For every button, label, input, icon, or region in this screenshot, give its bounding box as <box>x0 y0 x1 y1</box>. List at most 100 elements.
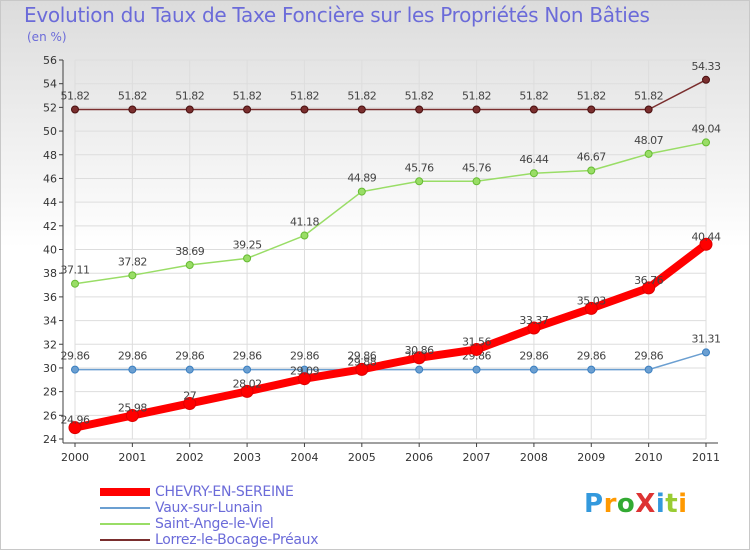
data-label: 39.25 <box>233 238 262 251</box>
data-point <box>240 384 254 398</box>
legend-swatch <box>100 507 150 509</box>
x-tick-label: 2005 <box>348 451 376 464</box>
data-label: 28.02 <box>233 377 262 390</box>
data-point <box>355 362 369 376</box>
logo-letter: i <box>655 489 666 519</box>
series-chevry-en-sereine: 24.96 25.98 27 28.02 29.09 29.88 30.86 31.56 33.… <box>61 230 721 435</box>
data-point <box>300 231 309 240</box>
x-tick-label: 2003 <box>233 451 261 464</box>
data-label: 25.98 <box>118 402 147 415</box>
y-tick-label: 36 <box>43 291 57 304</box>
legend-label: Vaux-sur-Lunain <box>155 500 263 516</box>
y-tick-label: 30 <box>43 362 57 375</box>
data-point <box>128 365 137 374</box>
series-lorrez-le-bocage-pr-aux: 51.82 51.82 51.82 51.82 51.82 51.82 51.82 51.82… <box>61 60 721 114</box>
data-point <box>71 279 79 288</box>
data-point <box>71 105 79 114</box>
data-point <box>642 281 656 295</box>
data-point <box>699 237 713 251</box>
legend-swatch <box>100 539 150 541</box>
data-label: 51.82 <box>233 90 262 103</box>
series-line <box>75 79 707 111</box>
data-label: 29.86 <box>290 350 319 363</box>
y-tick-label: 34 <box>43 315 57 328</box>
data-label: 31.56 <box>462 335 491 348</box>
logo-letter: P <box>584 489 604 519</box>
data-point <box>185 365 194 374</box>
data-point <box>243 365 252 374</box>
y-tick-label: 32 <box>43 338 57 351</box>
data-point <box>644 149 653 158</box>
x-tick-label: 2010 <box>635 451 663 464</box>
data-label: 51.82 <box>290 90 319 103</box>
legend-swatch <box>100 523 150 525</box>
x-tick-label: 2002 <box>176 451 204 464</box>
data-point <box>68 421 82 435</box>
series-saint-ange-le-viel: 37.11 37.82 38.69 39.25 41.18 44.89 45.76 45.76… <box>61 122 721 288</box>
y-tick-label: 44 <box>43 196 57 209</box>
x-tick-label: 2011 <box>692 451 720 464</box>
data-label: 29.88 <box>347 355 376 368</box>
data-point <box>472 177 481 186</box>
data-label: 35.03 <box>577 294 606 307</box>
data-label: 54.33 <box>692 60 721 73</box>
data-point <box>297 372 311 386</box>
data-label: 27 <box>183 389 196 402</box>
logo-letter: i <box>678 489 688 519</box>
x-tick-label: 2000 <box>61 451 89 464</box>
y-tick-label: 50 <box>43 125 57 138</box>
y-tick-label: 26 <box>43 409 57 422</box>
data-label: 51.82 <box>577 90 606 103</box>
series-line <box>75 351 707 371</box>
data-point <box>529 105 538 114</box>
series-line <box>74 241 709 432</box>
data-point <box>587 105 596 114</box>
data-label: 51.82 <box>175 90 204 103</box>
data-label: 29.86 <box>634 350 663 363</box>
data-point <box>702 348 710 357</box>
y-tick-label: 40 <box>43 244 57 257</box>
data-point <box>185 105 194 114</box>
y-tick-label: 52 <box>43 101 57 114</box>
x-tick-label: 2001 <box>118 451 146 464</box>
data-point <box>357 187 366 196</box>
y-tick-label: 28 <box>43 386 57 399</box>
data-label: 29.86 <box>118 350 147 363</box>
y-tick-label: 46 <box>43 172 57 185</box>
data-point <box>587 166 596 175</box>
chart-unit-label: (en %) <box>27 30 67 44</box>
data-point <box>702 75 710 84</box>
data-point <box>128 271 137 280</box>
data-point <box>183 396 197 410</box>
data-label: 51.82 <box>118 90 147 103</box>
data-point <box>529 365 538 374</box>
data-label: 38.69 <box>175 245 204 258</box>
y-tick-label: 54 <box>43 78 57 91</box>
data-point <box>472 365 481 374</box>
data-label: 33.37 <box>519 314 548 327</box>
data-label: 37.82 <box>118 255 147 268</box>
data-label: 46.44 <box>519 153 548 166</box>
data-point <box>185 261 194 270</box>
x-tick-label: 2007 <box>463 451 491 464</box>
logo-letter: r <box>603 489 617 519</box>
logo-letter: X <box>635 489 656 519</box>
x-tick-label: 2004 <box>290 451 318 464</box>
data-point <box>415 365 424 374</box>
data-point <box>472 105 481 114</box>
y-tick-label: 48 <box>43 149 57 162</box>
data-label: 51.82 <box>61 90 90 103</box>
data-label: 51.82 <box>405 90 434 103</box>
data-label: 29.86 <box>577 350 606 363</box>
data-point <box>415 105 424 114</box>
data-label: 24.96 <box>61 414 90 427</box>
y-tick-label: 38 <box>43 267 57 280</box>
data-label: 51.82 <box>347 90 376 103</box>
data-label: 45.76 <box>405 161 434 174</box>
data-point <box>702 138 710 147</box>
data-point <box>644 105 653 114</box>
x-tick-label: 2006 <box>405 451 433 464</box>
proxiti-logo: ProXiti <box>584 489 688 519</box>
